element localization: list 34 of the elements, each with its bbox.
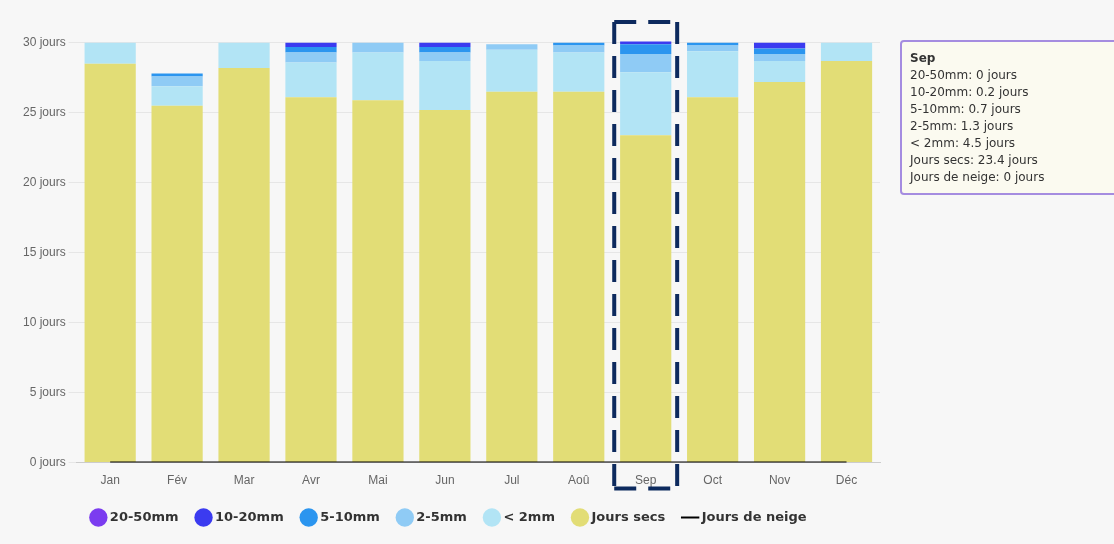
x-tick-label: Aoû <box>568 473 590 488</box>
text: Jours secs: 23.4 jours <box>910 153 1039 167</box>
text: 10-20mm: 0.2 jours <box>910 85 1030 99</box>
text: 5-10mm: 0.7 jours <box>910 102 1022 116</box>
y-tick-label: 30 jours <box>22 35 66 50</box>
x-tick-label: Sep <box>635 473 657 488</box>
legend-label: Jours secs <box>590 508 666 524</box>
y-tick-label: 5 jours <box>29 384 66 399</box>
y-tick-label: 15 jours <box>22 245 66 260</box>
legend-label: 2-5mm <box>416 508 467 524</box>
text: Jours de neige: 0 jours <box>910 170 1046 184</box>
x-tick-label: Avr <box>302 473 320 488</box>
x-tick-label: Jan <box>100 473 120 488</box>
legend-label: 5-10mm <box>320 508 380 524</box>
text: Sep <box>910 51 937 65</box>
text: 2-5mm: 1.3 jours <box>910 119 1015 133</box>
y-tick-label: 20 jours <box>22 175 66 190</box>
x-tick-label: Déc <box>835 473 858 488</box>
x-tick-label: Jul <box>504 473 520 488</box>
text: < 2mm: 4.5 jours <box>910 136 1017 150</box>
y-tick-label: 25 jours <box>22 105 66 120</box>
legend-label: Jours de neige <box>700 508 807 524</box>
x-tick-label: Mai <box>368 473 388 488</box>
legend-label: 20-50mm <box>109 508 179 524</box>
legend-label: < 2mm <box>503 508 555 524</box>
x-tick-label: Jun <box>435 473 455 488</box>
text: 20-50mm: 0 jours <box>910 68 1019 82</box>
y-tick-label: 0 jours <box>29 454 66 469</box>
x-tick-label: Fév <box>167 473 188 488</box>
x-tick-label: Nov <box>768 473 791 488</box>
legend-label: 10-20mm <box>215 508 284 524</box>
y-tick-label: 10 jours <box>22 314 66 329</box>
x-tick-label: Mar <box>233 473 255 488</box>
x-tick-label: Oct <box>703 473 723 488</box>
